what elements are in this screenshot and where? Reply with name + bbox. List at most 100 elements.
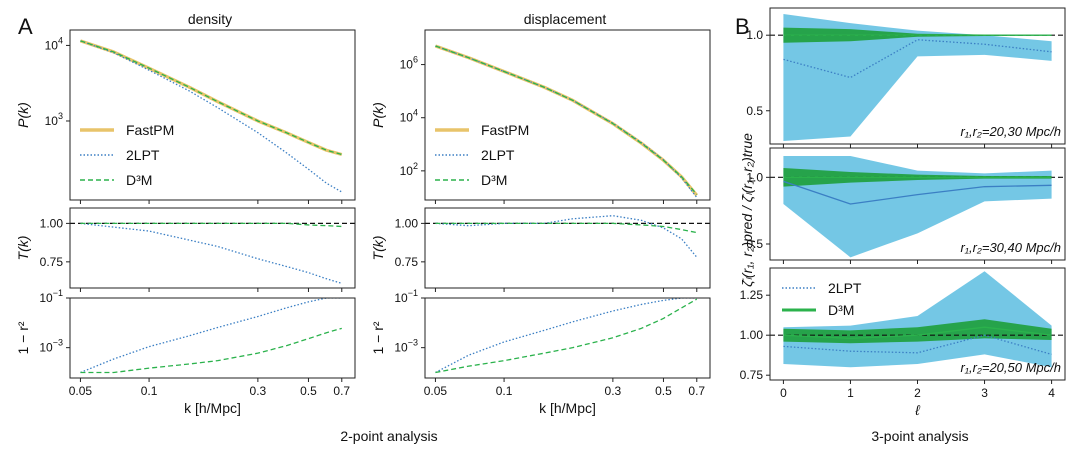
three-point-30-40-marks [770,156,1065,258]
density-power-ytick-label: 104 [45,35,63,52]
density-title: density [188,11,232,27]
density-power-legend-label: FastPM [126,122,174,138]
displacement-transfer-frame [424,207,711,289]
density-transfer-marks [70,222,355,285]
displacement-power-line-FastPM [434,44,699,197]
displacement-transfer-ylabel: T(k) [370,236,386,261]
three-point-20-30-ytick-label: 1.0 [746,28,763,42]
displacement-power-line-2LPT [435,45,698,198]
three-point-20-50-legend-label: 2LPT [828,280,862,296]
three-point-20-50-xtick-label: 2 [914,386,921,400]
density-power-line-2LPT [80,40,343,193]
three-point-20-50-xtick-label: 1 [847,386,854,400]
displacement-transfer-marks [425,215,710,258]
density-power-line-FastPM [79,39,343,157]
three-point-20-50-annotation: r₁,r₂=20,50 Mpc/h [961,360,1061,375]
caption-3-point: 3-point analysis [871,428,968,444]
displacement-transfer-ytick-label: 1.00 [395,216,419,230]
displacement-title: displacement [524,11,607,27]
displacement-power-ylabel: P(k) [370,102,386,128]
density-power-line-D³M [80,40,342,156]
density-transfer-line-D³M [80,222,342,228]
density-power-legend: FastPM 2LPT D³M [80,122,174,188]
displacement-transfer-line-2LPT [435,215,698,258]
three-point-30-40-ytick-label: 0.5 [746,237,763,251]
density-power-ytick-label: 103 [45,111,63,128]
density-decorrelation-line-D³M [80,327,342,374]
three-point-20-30-annotation: r₁,r₂=20,30 Mpc/h [961,124,1061,139]
density-decorrelation-frame [69,297,356,379]
density-transfer-frame [69,207,356,289]
displacement-transfer-ytick-label: 0.75 [395,255,419,269]
three-point-20-50-xlabel: ℓ [914,402,920,418]
density-decorrelation-xtick-label: 0.05 [69,384,93,398]
panel-a-letter: A [18,14,33,39]
displacement-power-legend: FastPM 2LPT D³M [435,122,529,188]
density-power-panel: 103 104 P(k) FastPM 2LPT D³M [15,29,356,204]
density-decorrelation-xtick-label: 0.1 [141,384,158,398]
three-point-20-50-band-2LPT [783,271,1052,368]
three-point-20-50-xtick-label: 4 [1048,386,1055,400]
three-point-20-30-line-2LPT [783,39,1052,79]
displacement-power-legend-label: 2LPT [481,147,515,163]
displacement-transfer-panel: 0.75 1.00 T(k) [370,207,711,292]
density-decorrelation-xtick-label: 0.7 [333,384,350,398]
displacement-power-ytick-label: 104 [400,108,418,125]
three-point-20-50-ytick-label: 1.25 [740,288,764,302]
displacement-decorrelation-line-2LPT [435,298,697,374]
density-transfer-ytick-label: 1.00 [40,216,64,230]
displacement-decorrelation-marks [435,298,698,374]
three-point-20-50-ytick-label: 0.75 [740,368,764,382]
displacement-decorrelation-xtick-label: 0.3 [605,384,622,398]
three-point-20-50-xtick-label: 3 [981,386,988,400]
displacement-power-line-D³M [435,45,698,195]
displacement-power-legend-label: D³M [481,172,507,188]
density-decorrelation-line-2LPT [80,298,342,374]
three-point-20-50-line-2LPT [783,334,1052,356]
displacement-decorrelation-ytick-label: 10−1 [394,288,418,305]
three-point-30-40-panel: 0.5 1.0ζ̄ₗ(r₁, r₂)pred / ζ̄ₗ(r₁, r₂)true r… [739,133,1066,287]
plot-area: 103104P(k)FastPM2LPTD³M0.751.00T(k)10−31… [15,7,1066,418]
displacement-decorrelation-xtick-label: 0.05 [424,384,448,398]
three-point-20-50-ytick-label: 1.00 [740,328,764,342]
three-point-30-40-ylabel: ζ̄ₗ(r₁, r₂)pred / ζ̄ₗ(r₁, r₂)true [739,133,755,287]
density-power-ylabel: P(k) [15,102,31,128]
density-transfer-ytick-label: 0.75 [40,255,64,269]
density-decorrelation-ytick-label: 10−1 [39,288,63,305]
displacement-power-ytick-label: 102 [400,161,418,178]
density-power-marks [79,39,343,193]
three-point-20-30-marks [770,14,1065,141]
panel-b-letter: B [735,14,750,39]
density-decorrelation-ytick-label: 10−3 [39,338,63,355]
three-point-20-50-legend-label: D³M [828,302,854,318]
three-point-20-30-ytick-label: 0.5 [746,104,763,118]
three-point-20-50-xtick-label: 0 [780,386,787,400]
three-point-30-40-ytick-label: 1.0 [746,170,763,184]
density-decorrelation-xtick-label: 0.3 [250,384,267,398]
three-point-20-50-band-D³M [783,319,1052,344]
three-point-30-40-annotation: r₁,r₂=30,40 Mpc/h [961,240,1061,255]
three-point-20-50-panel: 0.75 1.00 1.25 0 1 2 3 4 ℓ r₁,r₂=20,50 Mpc/h 2LPT D… [740,267,1066,418]
displacement-decorrelation-xtick-label: 0.5 [655,384,672,398]
displacement-decorrelation-frame [424,297,711,379]
displacement-decorrelation-panel: 10−3 10−1 0.05 0.1 0.3 0.5 0.7 1 − r² k [h/Mpc] [370,288,711,416]
density-transfer-line-2LPT [80,222,342,285]
density-transfer-panel: 0.75 1.00 T(k) [15,207,356,292]
displacement-power-panel: 102 104 106 P(k) FastPM 2LPT D³M [370,29,711,204]
density-decorrelation-xlabel: k [h/Mpc] [184,400,241,416]
density-power-legend-label: D³M [126,172,152,188]
three-point-20-50-legend: 2LPT D³M [782,280,862,318]
displacement-decorrelation-ytick-label: 10−3 [394,338,418,355]
density-power-legend-label: 2LPT [126,147,160,163]
density-decorrelation-xtick-label: 0.5 [300,384,317,398]
density-transfer-ylabel: T(k) [15,236,31,261]
displacement-decorrelation-xlabel: k [h/Mpc] [539,400,596,416]
three-point-20-50-marks [770,271,1065,368]
three-point-20-50-line-D³M [783,326,1052,340]
three-point-30-40-line-2LPT [783,180,1052,205]
displacement-power-marks [434,44,699,198]
displacement-decorrelation-line-D³M [435,298,698,374]
displacement-power-legend-label: FastPM [481,122,529,138]
density-power-frame [69,29,356,201]
